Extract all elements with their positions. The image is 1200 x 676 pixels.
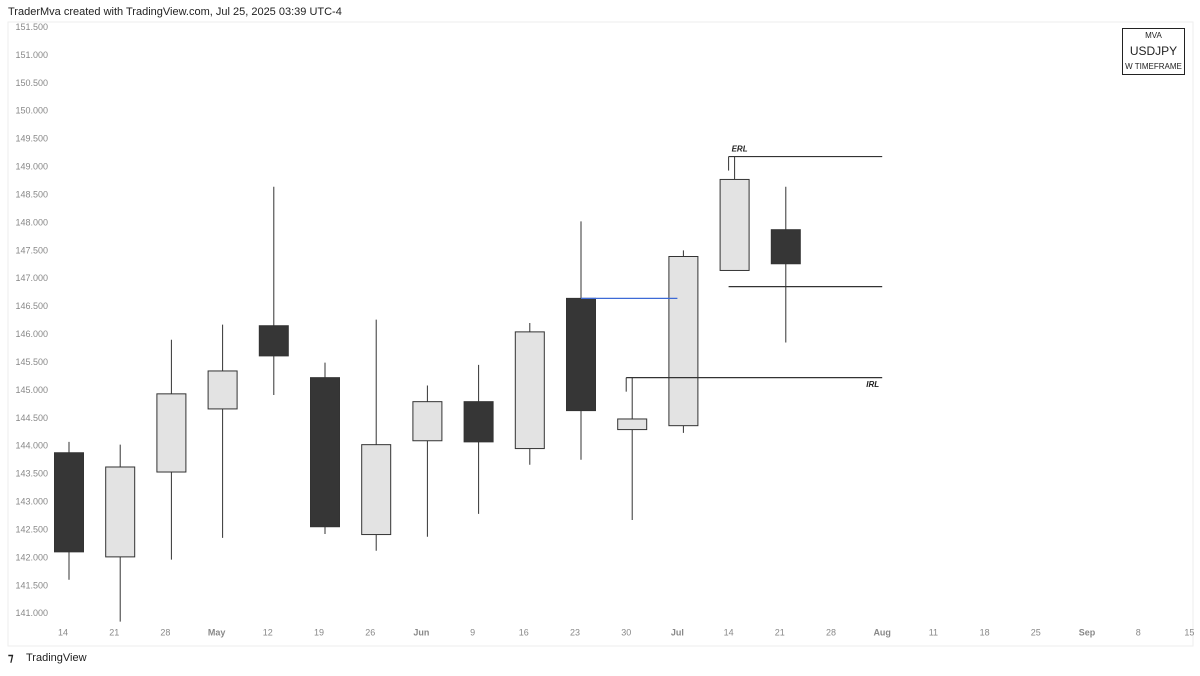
header-text: TraderMva created with TradingView.com, …: [8, 6, 342, 18]
x-tick-label: 23: [570, 627, 580, 637]
candle-body: [310, 377, 340, 528]
x-tick-label: 21: [109, 627, 119, 637]
candle-body: [156, 393, 187, 473]
x-tick-label: 30: [621, 627, 631, 637]
y-tick-label: 143.500: [15, 469, 48, 479]
y-tick-label: 150.000: [15, 106, 48, 116]
y-tick-label: 145.500: [15, 357, 48, 367]
x-tick-label: 28: [826, 627, 836, 637]
y-tick-label: 144.500: [15, 413, 48, 423]
x-tick-label: 14: [58, 627, 68, 637]
y-tick-label: 147.500: [15, 245, 48, 255]
x-tick-label: 16: [519, 627, 529, 637]
logo-mark: ⁊: [8, 652, 14, 664]
level-label: ERL: [732, 145, 748, 154]
candle-body: [617, 418, 648, 431]
y-tick-label: 143.000: [15, 497, 48, 507]
candle-body: [463, 401, 494, 443]
candle-body: [412, 401, 443, 442]
x-tick-label: Jun: [413, 627, 429, 637]
y-tick-label: 150.500: [15, 78, 48, 88]
badge-line: W TIMEFRAME: [1125, 62, 1182, 71]
x-tick-label: 18: [980, 627, 990, 637]
x-tick-label: 14: [724, 627, 734, 637]
candle-body: [668, 256, 699, 427]
x-tick-label: 15: [1184, 627, 1194, 637]
candle-body: [514, 331, 545, 450]
candle-body: [361, 444, 392, 536]
candle-body: [105, 466, 136, 558]
x-tick-label: 25: [1031, 627, 1041, 637]
y-tick-label: 148.500: [15, 189, 48, 199]
candle-body: [258, 325, 289, 357]
y-tick-label: 141.000: [15, 608, 48, 618]
x-tick-label: 26: [365, 627, 375, 637]
y-tick-label: 144.000: [15, 441, 48, 451]
y-tick-label: 149.500: [15, 134, 48, 144]
y-tick-label: 151.000: [15, 50, 48, 60]
x-tick-label: 28: [160, 627, 170, 637]
candle-body: [770, 229, 801, 265]
x-tick-label: 12: [263, 627, 273, 637]
x-tick-label: May: [208, 627, 226, 637]
x-tick-label: 21: [775, 627, 785, 637]
x-tick-label: 19: [314, 627, 324, 637]
x-tick-label: 11: [929, 627, 938, 637]
y-tick-label: 145.000: [15, 385, 48, 395]
y-tick-label: 148.000: [15, 217, 48, 227]
plot-frame: [7, 21, 1194, 647]
y-tick-label: 142.000: [15, 552, 48, 562]
y-tick-label: 151.500: [15, 22, 48, 32]
badge-box: [1122, 28, 1185, 75]
candle-body: [719, 178, 750, 271]
badge-line: MVA: [1145, 31, 1162, 40]
x-tick-label: Aug: [873, 627, 891, 637]
candle-body: [207, 370, 238, 410]
x-tick-label: 8: [1136, 627, 1141, 637]
x-tick-label: Sep: [1079, 627, 1096, 637]
footer-brand: TradingView: [26, 652, 87, 664]
y-tick-label: 149.000: [15, 162, 48, 172]
y-tick-label: 147.000: [15, 273, 48, 283]
level-label: IRL: [866, 380, 879, 389]
y-tick-label: 141.500: [15, 580, 48, 590]
y-tick-label: 146.500: [15, 301, 48, 311]
candle-body: [566, 297, 596, 412]
y-tick-label: 146.000: [15, 329, 48, 339]
x-tick-label: 9: [470, 627, 475, 637]
y-tick-label: 142.500: [15, 524, 48, 534]
badge-line: USDJPY: [1130, 44, 1177, 58]
candle-body: [54, 452, 84, 553]
x-tick-label: Jul: [671, 627, 684, 637]
